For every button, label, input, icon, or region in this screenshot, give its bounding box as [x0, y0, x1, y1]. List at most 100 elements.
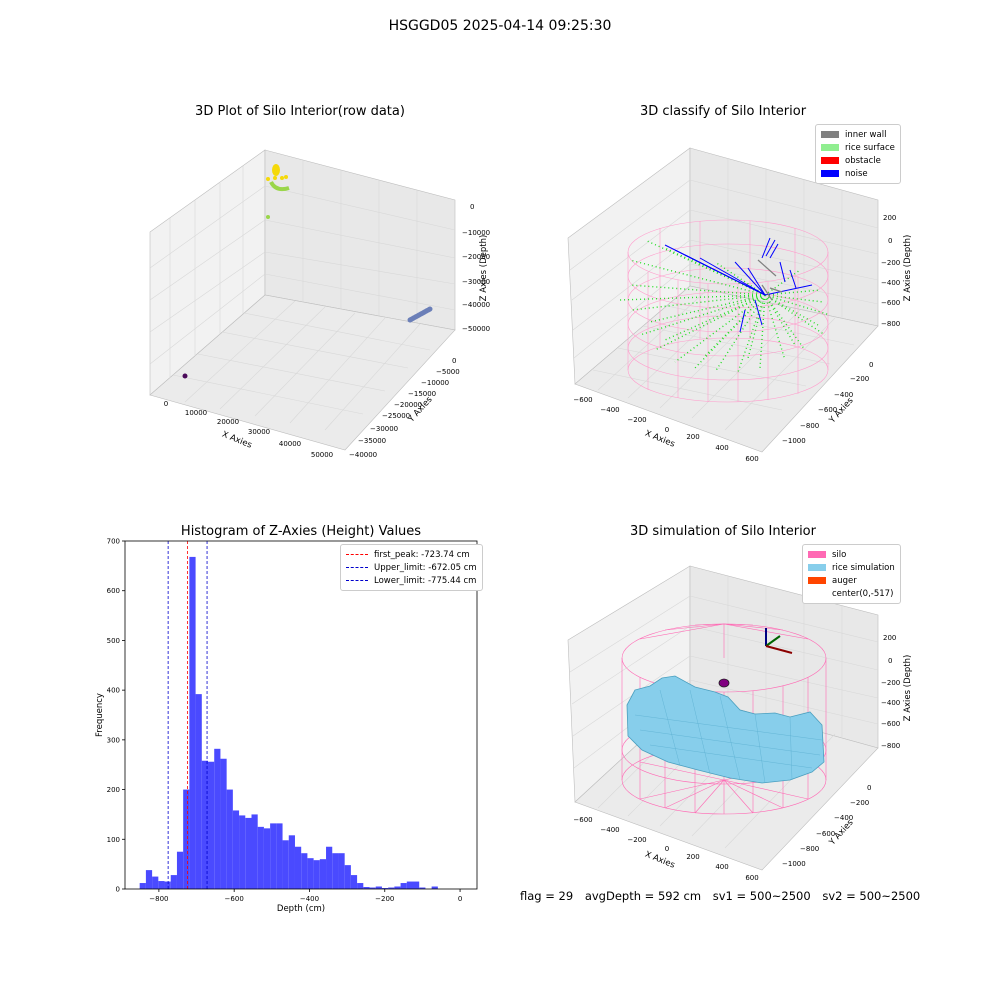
panel4-x-tick: 200	[686, 853, 699, 861]
histogram-y-ticks: 0 100 200 300 400 500 600 700	[107, 538, 125, 894]
panel1-data-blue-line	[407, 306, 433, 323]
panel2-title: 3D classify of Silo Interior	[639, 104, 807, 119]
histogram-bar	[232, 810, 240, 889]
legend-label: inner wall	[845, 129, 887, 140]
histogram-bar	[419, 887, 426, 889]
histogram-bar	[195, 694, 202, 889]
histogram-x-tick-label: 0	[458, 895, 462, 903]
legend-item-inner-wall: inner wall	[821, 128, 895, 141]
legend-label: rice surface	[845, 142, 895, 153]
panel1-y-tick: −30000	[370, 425, 398, 433]
panel4-x-tick: 400	[715, 863, 728, 871]
panel2-legend: inner wall rice surface obstacle noise	[815, 124, 901, 184]
panel2-x-tick: −400	[600, 406, 619, 414]
panel4-axis-x	[765, 645, 793, 654]
legend-item-center: center(0,-517)	[808, 587, 895, 600]
histogram-bar	[201, 760, 209, 889]
legend-item-rice-simulation: rice simulation	[808, 561, 895, 574]
panel2-z-label: Z Axies (Depth)	[903, 235, 913, 302]
histogram-bar	[263, 828, 271, 889]
panel4-y-tick: −800	[800, 845, 819, 853]
panel1-z-tick: −10000	[462, 229, 490, 237]
panel1-y-tick: −40000	[349, 451, 377, 459]
histogram-x-ticks: −800 −600 −400 −200 0	[149, 889, 462, 903]
legend-swatch	[808, 577, 826, 584]
panel2-silo-wireframe	[627, 219, 829, 403]
panel4-3d-plot: −600 −400 −200 0 200 400 600 0 −200 −400…	[567, 565, 913, 880]
panel1-z-tick: −40000	[462, 301, 490, 309]
panel1-z-tick: −20000	[462, 253, 490, 261]
panel1-x-tick: 20000	[217, 418, 239, 426]
legend-swatch	[821, 131, 839, 138]
panel4-x-tick: −200	[627, 836, 646, 844]
panel1-floor-pane	[149, 294, 456, 451]
panel1-y-tick: −35000	[358, 437, 386, 445]
panel2-x-tick: 400	[715, 444, 728, 452]
panel2-z-tick: −400	[881, 279, 900, 287]
panel4-y-tick: −1000	[782, 860, 806, 868]
panel1-x-tick: 10000	[185, 409, 207, 417]
panel1-z-label: Z Axies (Depth)	[479, 235, 489, 302]
histogram-bar	[214, 748, 221, 889]
panel4-z-tick: −200	[881, 679, 900, 687]
panel4-x-label: X Axies	[643, 850, 676, 871]
panel2-noise-points	[664, 237, 813, 333]
histogram-bar	[313, 860, 320, 889]
panel4-z-label: Z Axies (Depth)	[903, 655, 913, 722]
panel2-x-tick: 200	[686, 433, 699, 441]
legend-label: center(0,-517)	[832, 588, 894, 599]
histogram-bar	[183, 789, 190, 889]
panel1-data-green-arc	[269, 180, 290, 192]
legend-swatch	[821, 144, 839, 151]
histogram-bars	[139, 556, 438, 889]
panel4-axis-y	[765, 635, 781, 647]
legend-item-rice-surface: rice surface	[821, 141, 895, 154]
panel1-x-tick: 0	[164, 400, 168, 408]
panel2-y-tick: −1000	[782, 437, 806, 445]
histogram-bar	[245, 817, 252, 889]
legend-swatch	[808, 551, 826, 558]
histogram-bar	[257, 826, 264, 889]
panel2-z-tick: −200	[881, 259, 900, 267]
histogram-bar	[158, 881, 165, 889]
histogram-bar	[152, 876, 159, 889]
panel1-data-yellow	[266, 164, 288, 181]
avg-depth-value: avgDepth = 592 cm	[584, 889, 702, 903]
sv1-value: sv1 = 500~2500	[712, 889, 811, 903]
histogram-y-tick-label: 300	[107, 736, 120, 744]
histogram-bar	[388, 887, 395, 889]
histogram-bar	[413, 881, 420, 889]
histogram-bar	[220, 758, 227, 889]
histogram-legend: first_peak: -723.74 cm Upper_limit: -672…	[340, 544, 483, 591]
legend-line	[346, 554, 368, 555]
panel1-z-tick: −30000	[462, 278, 490, 286]
panel1-grid	[149, 160, 456, 431]
legend-label: silo	[832, 549, 847, 560]
histogram-bar	[381, 888, 389, 889]
sv2-value: sv2 = 500~2500	[822, 889, 921, 903]
panel1-x-tick: 30000	[248, 428, 270, 436]
panel4-z-tick: −800	[881, 742, 900, 750]
panel1-x-tick: 50000	[311, 451, 333, 459]
panel2-y-tick: −800	[800, 422, 819, 430]
legend-label: Lower_limit: -775.44 cm	[374, 575, 477, 586]
panel1-y-tick: −10000	[421, 379, 449, 387]
legend-swatch	[808, 590, 826, 597]
histogram-plot: −800 −600 −400 −200 0 0 100 200 300 400 500 600 700…	[95, 538, 478, 914]
legend-item-first-peak: first_peak: -723.74 cm	[346, 548, 477, 561]
histogram-bar	[332, 853, 339, 889]
panel4-title: 3D simulation of Silo Interior	[630, 524, 816, 539]
histogram-bar	[276, 823, 283, 889]
panel1-y-tick: −5000	[436, 368, 460, 376]
histogram-bar	[270, 823, 277, 889]
legend-item-lower-limit: Lower_limit: -775.44 cm	[346, 574, 477, 587]
panel2-z-tick: −600	[881, 299, 900, 307]
panel1-y-tick: −20000	[394, 401, 422, 409]
panel2-y-tick: −400	[834, 391, 853, 399]
histogram-bar	[406, 881, 413, 889]
panel2-z-tick: −800	[881, 320, 900, 328]
legend-item-silo: silo	[808, 548, 895, 561]
panel4-x-tick: 0	[665, 845, 669, 853]
histogram-y-tick-label: 600	[107, 587, 120, 595]
histogram-bar	[344, 865, 351, 889]
